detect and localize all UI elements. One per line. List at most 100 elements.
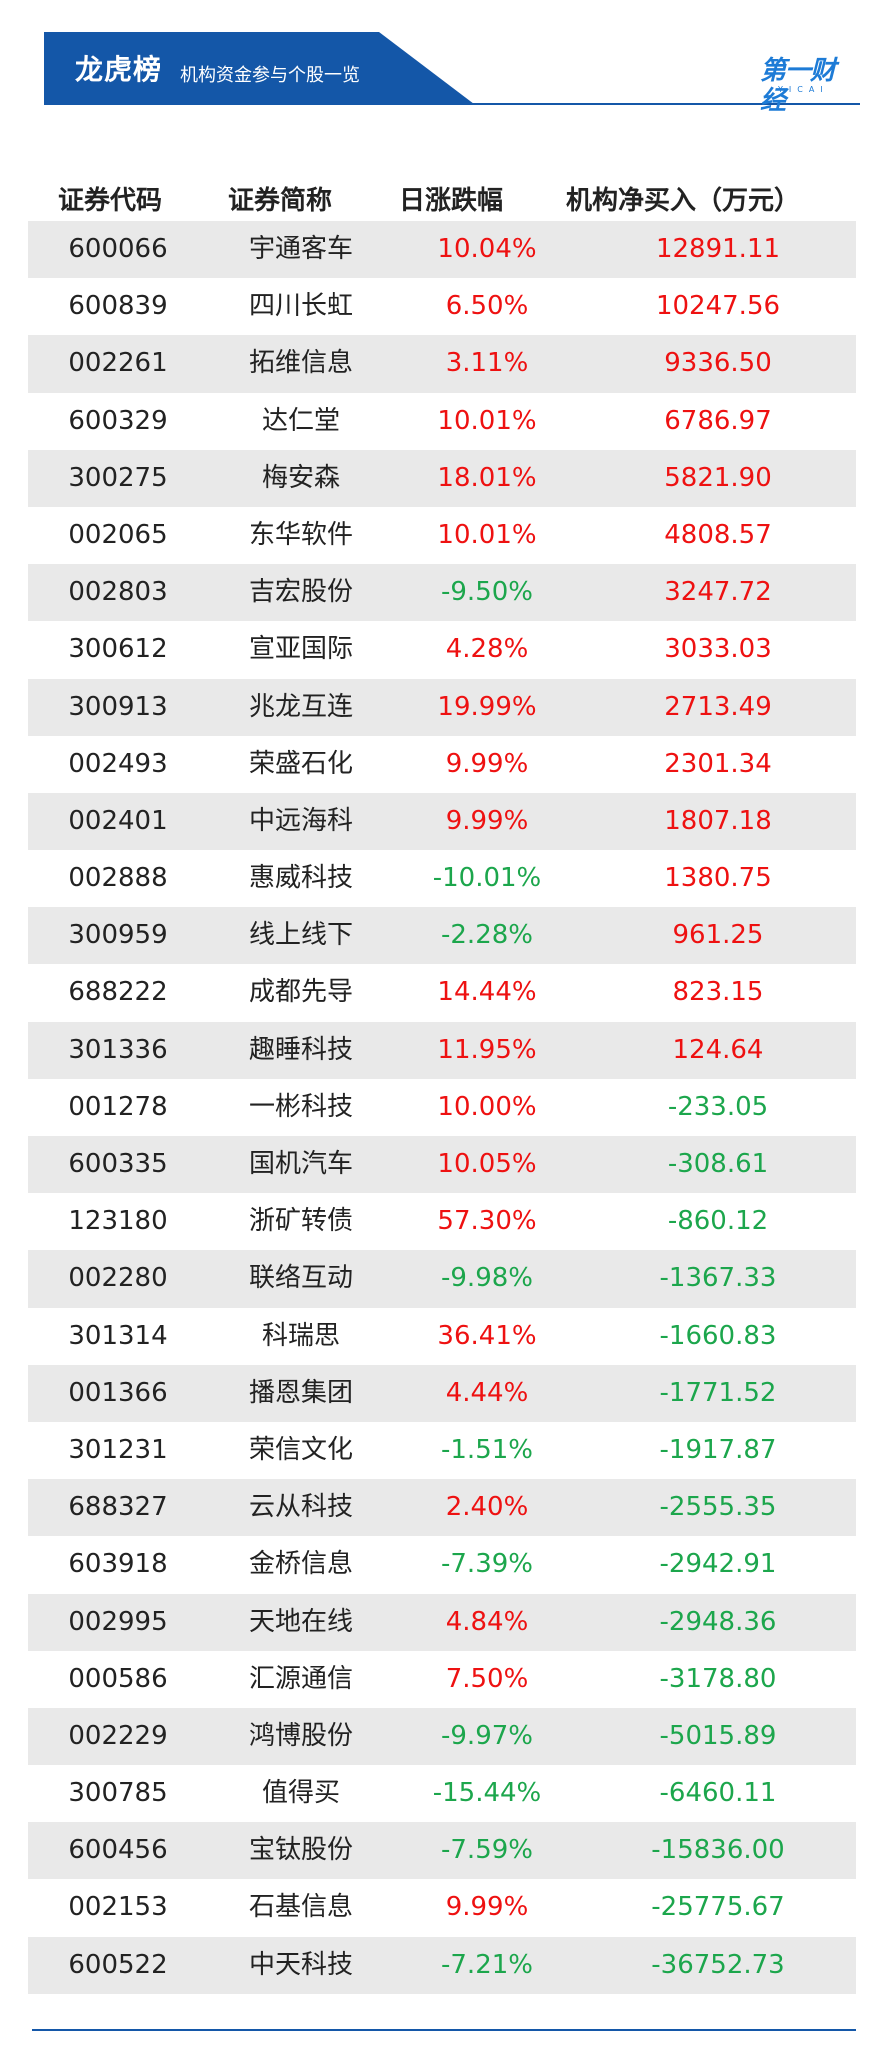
- table-row: 002803 吉宏股份 -9.50% 3247.72: [28, 564, 856, 622]
- table-row: 600839 四川长虹 6.50% 10247.56: [28, 278, 856, 335]
- net-buy: -1917.87: [659, 1434, 777, 1465]
- stock-name: 浙矿转债: [248, 1206, 353, 1237]
- header-divider: [44, 103, 860, 105]
- daily-change: 10.00%: [437, 1091, 537, 1122]
- header-net-buy: 机构净买入（万元）: [566, 186, 801, 216]
- daily-change: 10.01%: [437, 405, 537, 436]
- daily-change: 18.01%: [437, 462, 537, 493]
- stock-name: 一彬科技: [248, 1091, 353, 1122]
- net-buy: -6460.11: [659, 1778, 777, 1809]
- net-buy: 3033.03: [664, 634, 772, 665]
- table-row: 603918 金桥信息 -7.39% -2942.91: [28, 1536, 856, 1593]
- net-buy: -2948.36: [659, 1606, 777, 1637]
- stock-name: 吉宏股份: [248, 577, 353, 608]
- daily-change: 4.84%: [445, 1606, 529, 1637]
- stock-name: 石基信息: [248, 1892, 353, 1923]
- stock-code: 600066: [68, 234, 168, 264]
- stock-code: 002803: [68, 577, 168, 608]
- stock-name: 拓维信息: [248, 348, 353, 379]
- stock-code: 002493: [68, 748, 168, 779]
- stock-code: 123180: [68, 1206, 168, 1237]
- daily-change: 4.28%: [445, 634, 529, 665]
- net-buy: -3178.80: [659, 1663, 777, 1694]
- net-buy: 2713.49: [664, 691, 772, 722]
- stock-code: 002280: [68, 1263, 168, 1294]
- table-row: 600335 国机汽车 10.05% -308.61: [28, 1136, 856, 1194]
- table-row: 002995 天地在线 4.84% -2948.36: [28, 1593, 856, 1651]
- daily-change: -9.50%: [441, 577, 533, 608]
- stock-name: 达仁堂: [261, 405, 340, 436]
- stock-name: 荣盛石化: [248, 748, 353, 779]
- table-row: 300612 宣亚国际 4.28% 3033.03: [28, 621, 856, 678]
- stock-code: 002261: [68, 348, 168, 379]
- stock-code: 301314: [68, 1320, 168, 1351]
- daily-change: -9.98%: [441, 1263, 533, 1294]
- daily-change: 4.44%: [445, 1377, 529, 1408]
- stock-name: 宣亚国际: [248, 634, 353, 665]
- page-subtitle: 机构资金参与个股一览: [180, 65, 360, 86]
- daily-change: 6.50%: [445, 291, 529, 322]
- stock-code: 000586: [68, 1663, 168, 1694]
- net-buy: -36752.73: [651, 1949, 785, 1980]
- stock-code: 002401: [68, 805, 168, 836]
- net-buy: 3247.72: [664, 577, 772, 608]
- daily-change: 3.11%: [445, 348, 529, 379]
- table-row: 300913 兆龙互连 19.99% 2713.49: [28, 678, 856, 736]
- table-row: 301336 趣睡科技 11.95% 124.64: [28, 1021, 856, 1079]
- stock-name: 宇通客车: [248, 234, 353, 264]
- daily-change: -10.01%: [432, 863, 542, 894]
- stock-code: 300785: [68, 1778, 168, 1809]
- daily-change: 14.44%: [437, 977, 537, 1008]
- daily-change: -1.51%: [441, 1434, 533, 1465]
- net-buy: -2942.91: [659, 1549, 777, 1580]
- table-row: 600329 达仁堂 10.01% 6786.97: [28, 393, 856, 450]
- daily-change: 57.30%: [437, 1206, 537, 1237]
- net-buy: -1660.83: [659, 1320, 777, 1351]
- net-buy: -15836.00: [651, 1835, 785, 1866]
- stock-table: 600066 宇通客车 10.04% 12891.11 600839 四川长虹 6.50% 1…: [28, 221, 856, 1994]
- daily-change: 19.99%: [437, 691, 537, 722]
- table-row: 600456 宝钛股份 -7.59% -15836.00: [28, 1822, 856, 1880]
- stock-code: 600839: [68, 291, 168, 322]
- stock-name: 趣睡科技: [248, 1034, 353, 1065]
- stock-name: 播恩集团: [248, 1377, 353, 1408]
- stock-name: 兆龙互连: [248, 691, 353, 722]
- stock-name: 联络互动: [248, 1263, 353, 1294]
- stock-code: 002065: [68, 519, 168, 550]
- daily-change: 7.50%: [445, 1663, 529, 1694]
- net-buy: -860.12: [667, 1206, 769, 1237]
- logo-text: 第一财经: [760, 56, 836, 116]
- stock-code: 002229: [68, 1720, 168, 1751]
- stock-code: 600335: [68, 1149, 168, 1179]
- table-row: 000586 汇源通信 7.50% -3178.80: [28, 1651, 856, 1708]
- stock-name: 国机汽车: [248, 1149, 353, 1179]
- daily-change: 9.99%: [445, 805, 529, 836]
- table-row: 002229 鸿博股份 -9.97% -5015.89: [28, 1707, 856, 1766]
- net-buy: 823.15: [672, 977, 764, 1008]
- daily-change: -7.59%: [441, 1835, 533, 1866]
- stock-code: 300913: [68, 691, 168, 722]
- net-buy: 4808.57: [664, 519, 772, 550]
- stock-name: 中天科技: [248, 1949, 353, 1980]
- net-buy: -5015.89: [659, 1720, 777, 1751]
- stock-code: 300612: [68, 634, 168, 665]
- daily-change: 10.05%: [437, 1149, 537, 1179]
- stock-code: 688327: [68, 1492, 168, 1523]
- stock-name: 宝钛股份: [248, 1835, 353, 1866]
- stock-name: 惠威科技: [248, 863, 353, 894]
- stock-name: 四川长虹: [248, 291, 353, 322]
- table-row: 002153 石基信息 9.99% -25775.67: [28, 1879, 856, 1936]
- net-buy: 5821.90: [664, 462, 772, 493]
- net-buy: 1380.75: [664, 863, 772, 894]
- net-buy: -233.05: [667, 1091, 769, 1122]
- table-row: 001278 一彬科技 10.00% -233.05: [28, 1079, 856, 1136]
- stock-name: 梅安森: [261, 462, 340, 493]
- table-row: 688222 成都先导 14.44% 823.15: [28, 964, 856, 1021]
- table-header: 证券代码 证券简称 日涨跌幅 机构净买入（万元）: [28, 181, 856, 221]
- stock-code: 600329: [68, 405, 168, 436]
- net-buy: 1807.18: [664, 805, 772, 836]
- table-row: 301231 荣信文化 -1.51% -1917.87: [28, 1422, 856, 1479]
- table-row: 600522 中天科技 -7.21% -36752.73: [28, 1936, 856, 1994]
- stock-name: 线上线下: [248, 920, 353, 951]
- daily-change: -7.39%: [441, 1549, 533, 1580]
